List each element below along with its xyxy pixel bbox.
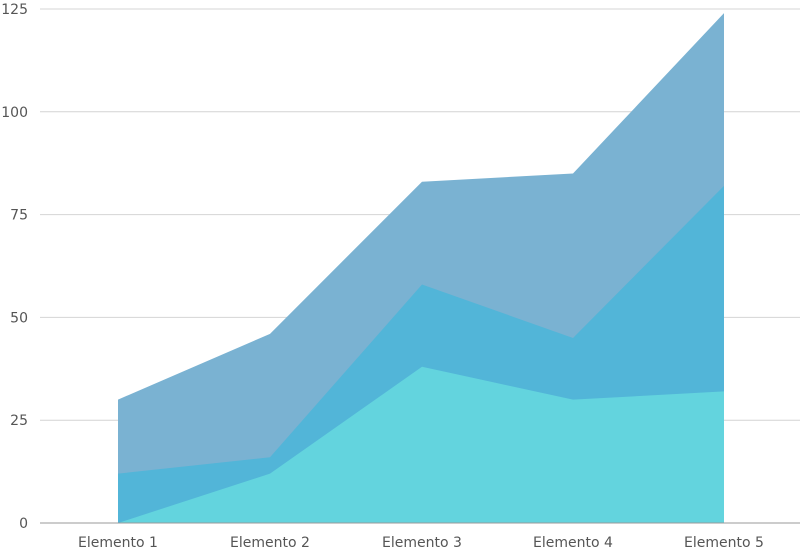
y-tick-label: 125 (1, 2, 28, 18)
y-tick-label: 25 (10, 413, 28, 429)
x-tick-labels: Elemento 1 Elemento 2 Elemento 3 Elemento 4… (78, 535, 764, 550)
x-tick-label: Elemento 4 (533, 535, 613, 550)
y-tick-labels: 0 25 50 75 100 125 (1, 2, 28, 532)
x-tick-label: Elemento 2 (230, 535, 310, 550)
area-series (118, 13, 724, 524)
x-tick-label: Elemento 1 (78, 535, 158, 550)
x-tick-label: Elemento 3 (382, 535, 462, 550)
area-series-3 (118, 366, 724, 523)
y-tick-label: 50 (10, 310, 28, 326)
x-tick-label: Elemento 5 (684, 535, 764, 550)
y-tick-label: 75 (10, 208, 28, 224)
y-tick-label: 100 (1, 105, 28, 121)
y-tick-label: 0 (19, 516, 28, 532)
